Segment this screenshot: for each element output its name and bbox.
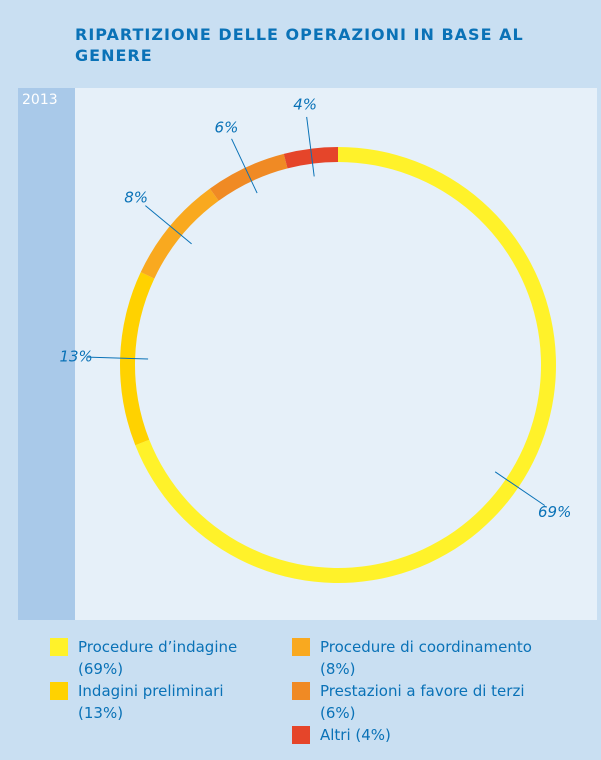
data-label: 4% (293, 96, 317, 114)
label-leader (231, 138, 258, 194)
legend-swatch (50, 638, 68, 656)
legend-item: Indagini preliminari (13%) (50, 680, 240, 724)
donut-slice (120, 272, 155, 446)
data-label: 6% (215, 118, 239, 136)
plot-area (75, 88, 597, 620)
legend-item: Procedure di coordinamento (8%) (292, 636, 562, 680)
legend-label: Indagini preliminari (13%) (78, 682, 224, 722)
donut-slice (283, 147, 338, 169)
label-leader (145, 205, 192, 245)
label-leader (306, 116, 315, 177)
legend-label: Procedure di coordinamento (8%) (320, 638, 532, 678)
chart-title: RIPARTIZIONE DELLE OPERAZIONI IN BASE AL… (75, 25, 524, 65)
donut-slice (209, 153, 288, 201)
legend-swatch (292, 682, 310, 700)
legend-swatch (292, 726, 310, 744)
legend-swatch (50, 682, 68, 700)
legend-swatch (292, 638, 310, 656)
legend-label: Altri (4%) (320, 726, 391, 744)
legend-label: Procedure d’indagine (69%) (78, 638, 238, 678)
label-leader (88, 356, 149, 360)
label-leader (494, 471, 546, 506)
legend-item: Altri (4%) (292, 724, 562, 746)
legend-item: Prestazioni a favore di terzi (6%) (292, 680, 562, 724)
data-label: 69% (538, 503, 571, 521)
year-strip (18, 88, 75, 620)
data-label: 13% (59, 347, 92, 365)
year-label: 2013 (22, 92, 58, 108)
legend-item: Procedure d’indagine (69%) (50, 636, 240, 680)
data-label: 8% (124, 188, 148, 206)
legend-label: Prestazioni a favore di terzi (6%) (320, 682, 525, 722)
